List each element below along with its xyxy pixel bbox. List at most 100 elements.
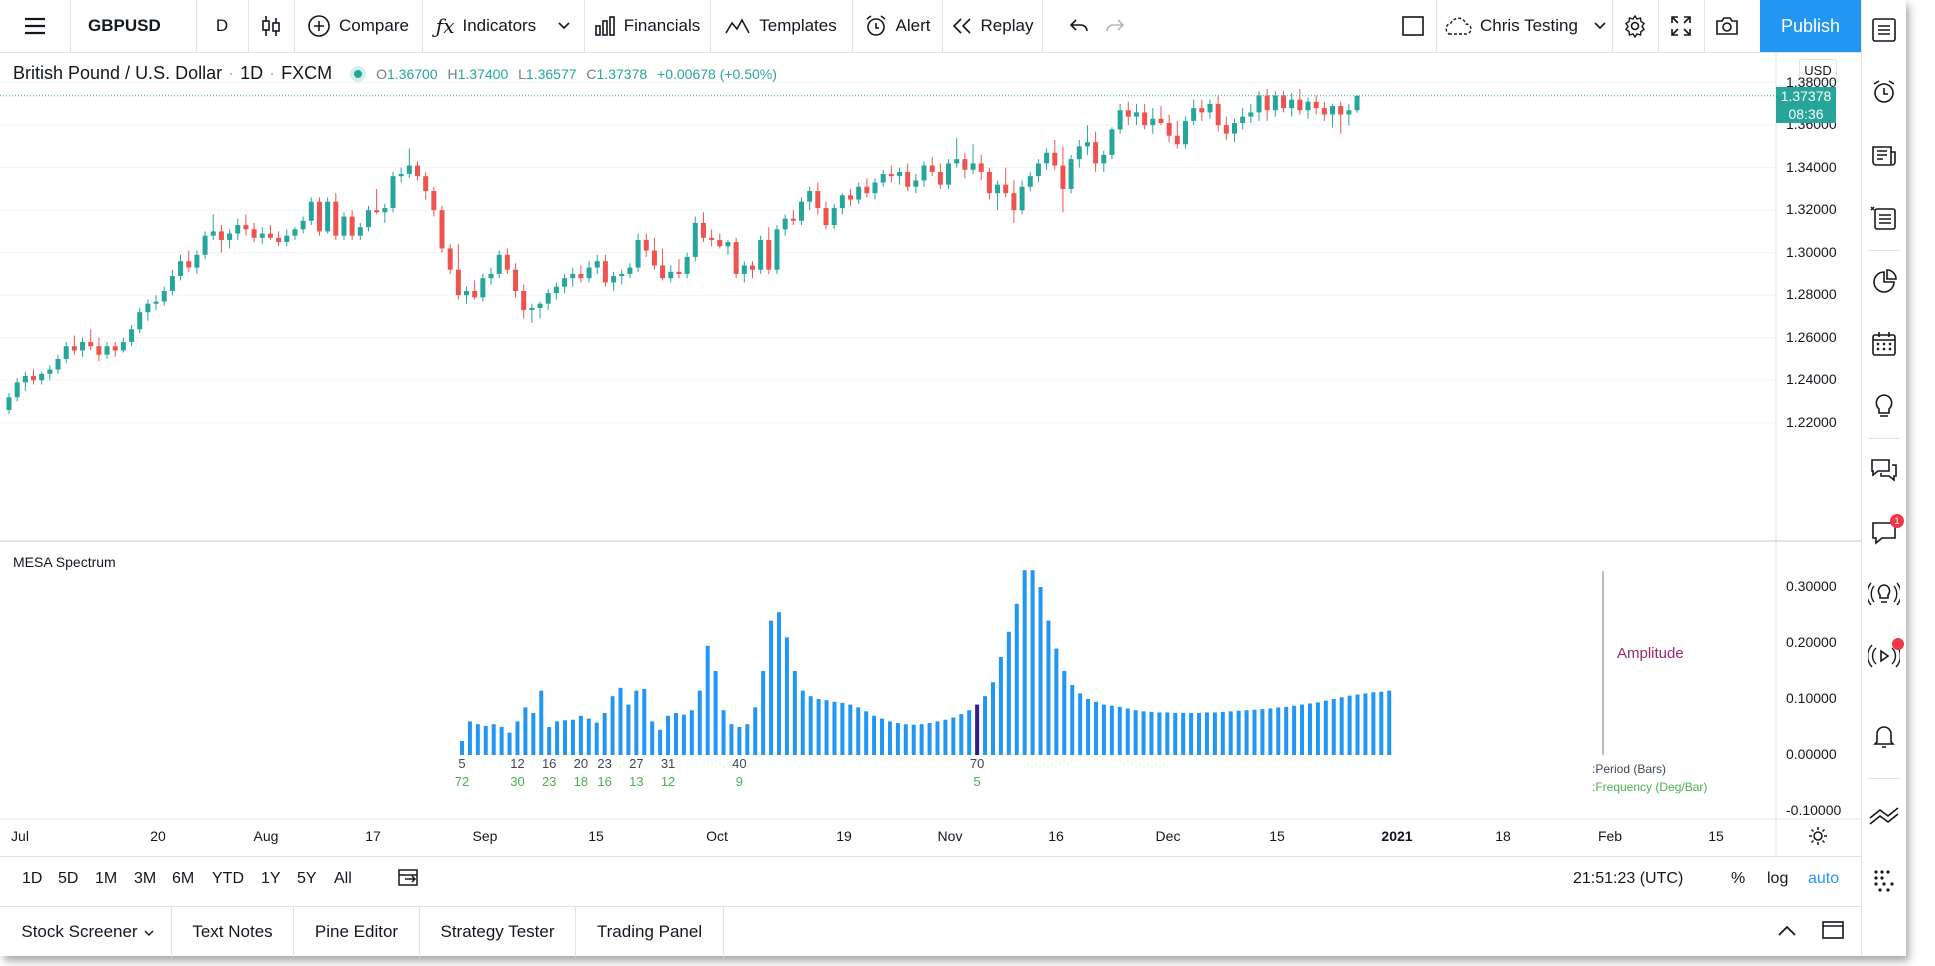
range-button-1m[interactable]: 1M [95,870,118,887]
financials-button[interactable]: Financials [584,0,710,52]
candle [839,193,845,215]
go-to-date-button[interactable] [397,857,421,901]
spectrum-bar [1371,692,1376,755]
hotlists-button[interactable] [1868,268,1900,300]
main-menu-button[interactable] [0,0,70,52]
range-button-1d[interactable]: 1D [22,870,43,887]
layout-menu-button[interactable]: Chris Testing [1436,0,1612,52]
spectrum-bar [1292,705,1297,755]
spectrum-bar [555,721,560,755]
snapshot-button[interactable] [1704,0,1750,52]
fullscreen-button[interactable] [1658,0,1704,52]
candle-body [161,290,167,302]
candle-body [145,303,151,313]
watchlist-button[interactable] [1868,16,1900,48]
candle [1068,154,1074,194]
chevron-down-icon [144,922,154,942]
alert-button[interactable]: Alert [852,0,942,52]
range-button-1y[interactable]: 1Y [261,870,281,887]
data-window-button[interactable] [1868,204,1900,236]
candle-body [1052,152,1058,166]
spectrum-bar [792,671,797,755]
interval-button[interactable]: D [215,16,229,35]
log-scale-toggle[interactable]: log [1767,870,1789,887]
maximize-panel-button[interactable] [1810,907,1856,957]
candle [1321,101,1327,121]
candle [798,197,804,226]
chart-canvas[interactable] [0,52,1861,856]
candle-body [1068,159,1074,189]
candle-body [913,180,919,187]
candle-body [586,267,592,279]
tab-stock-screener[interactable]: Stock Screener [4,907,172,957]
utc-clock[interactable]: 21:51:23 (UTC) [1573,870,1684,887]
symbol-search-button[interactable]: GBPUSD [88,16,161,35]
range-button-3m[interactable]: 3M [134,870,157,887]
indicators-button[interactable]: ƒx Indicators [422,0,584,52]
candle-body [1133,112,1139,117]
streams-button[interactable] [1866,580,1902,612]
ideas-button[interactable] [1868,392,1900,424]
candle-body [349,216,355,236]
order-panel-button[interactable] [1868,800,1900,832]
spectrum-bar [1323,700,1328,755]
publish-button[interactable]: Publish [1760,0,1861,52]
candle-body [1354,95,1360,111]
top-toolbar: GBPUSD D Compare ƒx Indicators Financial… [0,0,1861,53]
notifications-button[interactable] [1868,722,1900,754]
templates-button[interactable]: Templates [710,0,852,52]
settings-button[interactable] [1612,0,1658,52]
candle [480,273,486,302]
candle [1223,116,1229,141]
price-tick-label: 1.30000 [1786,243,1837,260]
currency-label[interactable]: USD [1799,59,1837,81]
candle [962,152,968,179]
percent-scale-toggle[interactable]: % [1731,870,1746,887]
range-button-6m[interactable]: 6M [172,870,195,887]
period-mark: 31 [660,756,676,771]
tab-trading-panel[interactable]: Trading Panel [576,907,724,957]
range-button-all[interactable]: All [334,870,352,887]
live-streams-button[interactable] [1866,638,1904,674]
messages-button[interactable]: 1 [1868,514,1904,550]
candle-body [872,182,878,194]
spectrum-bar [578,715,583,755]
candle-body [6,397,12,410]
redo-button[interactable] [1098,0,1132,52]
symbol-description[interactable]: British Pound / U.S. Dollar [13,63,223,83]
time-axis-settings-button[interactable] [1806,826,1830,850]
undo-button[interactable] [1062,0,1096,52]
tab-strategy-tester[interactable]: Strategy Tester [420,907,576,957]
candle [553,282,559,300]
spectrum-bar [1300,704,1305,755]
calendar-button[interactable] [1868,330,1900,362]
candle-body [774,229,780,270]
candle [276,231,282,247]
candle-body [766,239,772,270]
chats-button[interactable] [1868,456,1900,488]
fullscreen-toggle-button[interactable] [1390,0,1436,52]
range-button-ytd[interactable]: YTD [212,870,244,887]
alerts-button[interactable] [1868,78,1900,110]
spectrum-bar [467,721,472,755]
auto-scale-toggle[interactable]: auto [1808,870,1840,887]
collapse-panel-button[interactable] [1764,907,1810,957]
dom-button[interactable] [1868,866,1900,898]
candle [415,161,420,181]
range-button-5y[interactable]: 5Y [297,870,317,887]
chart-style-button[interactable] [248,0,294,52]
candle [1166,114,1172,143]
compare-button[interactable]: Compare [294,0,422,52]
tab-text-notes[interactable]: Text Notes [172,907,294,957]
pie-chart-icon [1870,268,1898,301]
tab-pine-editor[interactable]: Pine Editor [294,907,420,957]
period-mark: 40 [732,756,747,771]
range-button-5d[interactable]: 5D [58,870,79,887]
news-button[interactable] [1868,142,1900,174]
candle-body [1232,123,1237,134]
replay-button[interactable]: Replay [942,0,1042,52]
candle [1060,146,1066,213]
indicator-title[interactable]: MESA Spectrum [13,554,116,570]
spectrum-bar [848,704,853,755]
candle-body [308,201,314,221]
